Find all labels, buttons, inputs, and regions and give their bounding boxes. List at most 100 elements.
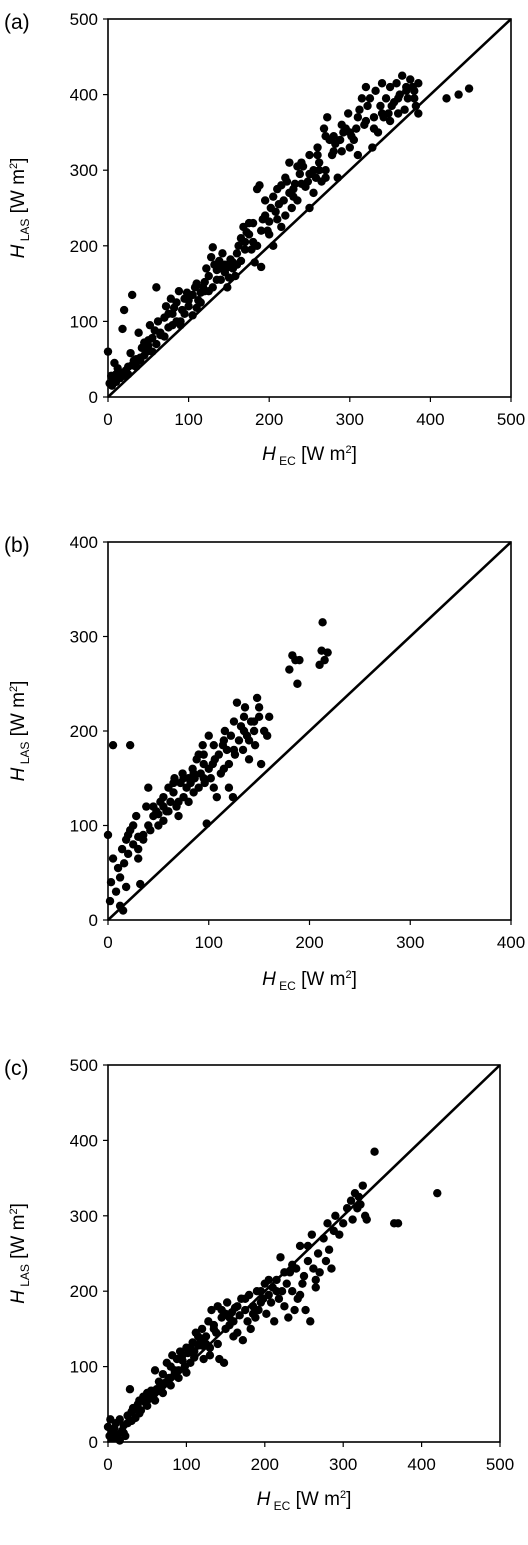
data-point: [136, 356, 145, 365]
data-point: [105, 896, 115, 906]
data-point: [127, 1416, 136, 1426]
data-point: [295, 655, 304, 665]
data-point: [200, 286, 209, 296]
data-point: [145, 320, 155, 330]
data-point: [174, 286, 184, 296]
data-point: [239, 726, 249, 736]
data-point: [284, 1313, 293, 1322]
data-point: [119, 305, 129, 315]
data-point: [134, 854, 143, 863]
data-point: [202, 819, 211, 828]
data-point: [234, 241, 243, 250]
x-tick-label: 300: [329, 1455, 357, 1474]
data-point: [357, 94, 367, 103]
data-point: [353, 113, 363, 122]
data-point: [212, 792, 222, 802]
data-point: [189, 769, 198, 778]
data-point: [126, 348, 135, 358]
data-point: [176, 317, 185, 326]
data-point: [194, 783, 203, 792]
data-point: [335, 1230, 344, 1239]
data-point: [135, 1409, 144, 1418]
data-point: [248, 237, 258, 247]
x-axis-title: H EC [W m2]: [257, 1489, 352, 1513]
data-point: [335, 135, 345, 145]
data-point: [186, 1343, 195, 1352]
data-point: [231, 271, 240, 281]
y-tick-label: 400: [70, 86, 98, 105]
data-point: [212, 275, 222, 285]
data-point: [164, 807, 173, 816]
y-axis-title: H LAS [W m2]: [8, 1203, 32, 1304]
data-point: [313, 1249, 323, 1258]
data-point: [225, 1313, 234, 1322]
data-point: [216, 264, 226, 273]
data-point: [266, 1298, 276, 1307]
data-point: [201, 1332, 211, 1341]
data-point: [232, 249, 242, 258]
data-point: [384, 109, 393, 118]
data-point: [280, 1268, 289, 1277]
data-point: [125, 740, 135, 750]
data-point: [228, 792, 238, 802]
data-point: [159, 792, 168, 802]
data-point: [285, 158, 294, 167]
data-point: [311, 1275, 320, 1285]
data-point: [282, 1279, 291, 1288]
data-point: [113, 863, 123, 873]
data-point: [193, 1332, 203, 1341]
data-point: [305, 203, 314, 213]
data-point: [233, 1302, 242, 1311]
data-point: [128, 821, 138, 830]
data-point: [345, 128, 354, 137]
data-point: [209, 740, 218, 750]
data-point: [125, 1385, 135, 1394]
data-point: [265, 712, 274, 722]
data-point: [321, 173, 330, 182]
x-tick-label: 200: [255, 410, 283, 429]
data-point: [241, 1294, 250, 1303]
data-point: [123, 849, 133, 859]
data-point: [103, 1422, 113, 1432]
data-point: [224, 759, 234, 769]
data-point: [134, 832, 143, 842]
data-point: [235, 1311, 244, 1320]
data-point: [321, 1256, 331, 1266]
data-point: [166, 797, 175, 807]
data-point: [244, 755, 254, 764]
data-point: [218, 249, 227, 258]
data-point: [197, 1324, 207, 1334]
data-point: [232, 260, 242, 269]
data-point: [303, 177, 313, 186]
data-point: [269, 192, 278, 201]
data-point: [361, 116, 371, 126]
data-point: [287, 203, 296, 213]
data-point: [331, 1211, 340, 1221]
data-point: [279, 196, 288, 205]
data-point: [297, 179, 306, 189]
data-point: [342, 1204, 352, 1213]
data-point: [223, 283, 232, 292]
data-point: [400, 105, 409, 114]
data-point: [240, 703, 250, 712]
data-point: [358, 1181, 367, 1190]
data-point: [108, 740, 118, 750]
scatter-panel-3: 0 100 200 300 400 500 0 100 200 300 400 500 (c) H EC …: [4, 1056, 514, 1513]
x-tick-label: 400: [407, 1455, 435, 1474]
data-point: [244, 218, 254, 228]
data-point: [305, 150, 314, 160]
data-point: [293, 679, 302, 688]
data-point: [204, 731, 213, 740]
data-point: [238, 1336, 248, 1345]
data-point: [206, 252, 216, 262]
data-point: [393, 94, 403, 103]
data-point: [381, 94, 391, 103]
data-point: [260, 196, 270, 205]
y-tick-label: 300: [70, 1207, 98, 1226]
y-tick-label: 500: [70, 1056, 98, 1075]
data-point: [370, 1147, 379, 1156]
data-point: [323, 1219, 332, 1228]
x-tick-label: 100: [174, 410, 202, 429]
plot-frame: [107, 1064, 501, 1443]
data-point: [174, 1373, 183, 1383]
